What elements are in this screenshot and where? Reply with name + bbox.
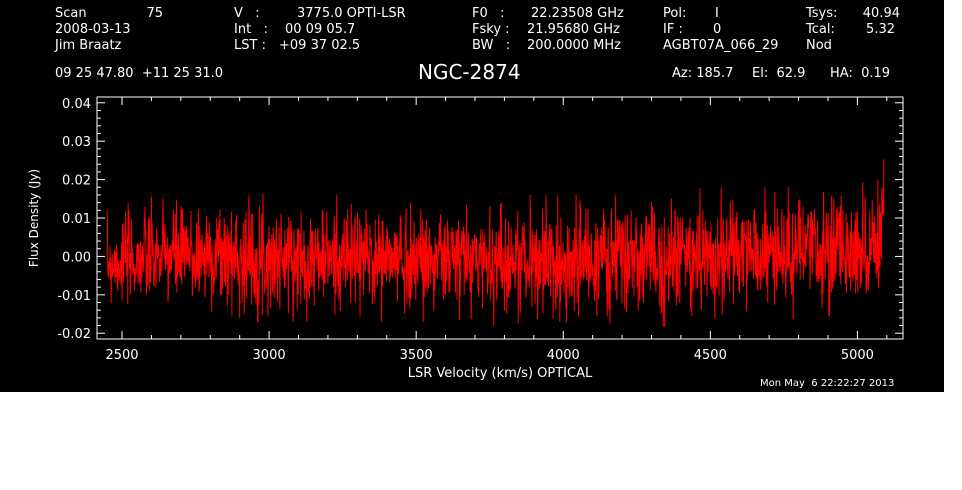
- x-tick-label: 3500: [400, 348, 433, 363]
- tcal-label: Tcal:: [806, 22, 835, 37]
- spectrum-display-panel: Scan 75 2008-03-13 Jim Braatz V : 3775.0…: [0, 0, 944, 392]
- polarization-value: I: [715, 6, 719, 21]
- velocity-value: 3775.0 OPTI-LSR: [297, 6, 406, 21]
- y-tick-label: 0.01: [62, 212, 91, 227]
- scan-label: Scan: [55, 6, 87, 21]
- spectrum-chart: 2500 3000 3500 4000 4500 5000 -0.02 -0.01 0.00 0.…: [27, 96, 904, 381]
- polarization-label: Pol:: [663, 6, 687, 21]
- source-coordinates: 09 25 47.80 +11 25 31.0: [55, 66, 224, 81]
- hour-angle: HA: 0.19: [830, 66, 891, 81]
- y-tick-label: 0.00: [62, 250, 91, 265]
- axes-group: 2500 3000 3500 4000 4500 5000 -0.02 -0.01 0.00 0.…: [57, 97, 903, 363]
- bandwidth-label: BW :: [472, 38, 511, 53]
- spectrum-trace-group: [106, 159, 885, 327]
- observer-name: Jim Braatz: [55, 38, 122, 53]
- lst-value: +09 37 02.5: [279, 38, 361, 53]
- x-tick-label: 4000: [547, 348, 580, 363]
- sky-frequency-label: Fsky :: [472, 22, 510, 37]
- elevation: El: 62.9: [752, 66, 806, 81]
- y-tick-label: -0.01: [57, 289, 91, 304]
- tcal-value: 5.32: [866, 22, 895, 37]
- source-name: NGC-2874: [418, 60, 521, 84]
- project-id: AGBT07A_066_29: [663, 38, 779, 53]
- integration-value: 00 09 05.7: [285, 22, 356, 37]
- procedure-name: Nod: [806, 38, 832, 53]
- if-value: 0: [713, 22, 722, 37]
- y-tick-label: 0.04: [62, 97, 91, 112]
- observation-date: 2008-03-13: [55, 22, 131, 37]
- x-tick-label: 4500: [694, 348, 727, 363]
- tsys-value: 40.94: [862, 6, 900, 21]
- plot-timestamp: Mon May 6 22:22:27 2013: [760, 378, 895, 389]
- x-axis-label: LSR Velocity (km/s) OPTICAL: [408, 366, 593, 381]
- y-tick-label: 0.03: [62, 135, 91, 150]
- integration-label: Int :: [234, 22, 268, 37]
- tsys-label: Tsys:: [806, 6, 838, 21]
- rest-frequency-value: 22.23508 GHz: [531, 6, 624, 21]
- spectrum-line: [106, 159, 885, 327]
- velocity-label: V :: [234, 6, 260, 21]
- x-tick-label: 2500: [105, 348, 138, 363]
- azimuth: Az: 185.7: [672, 66, 734, 81]
- y-tick-label: 0.02: [62, 174, 91, 189]
- x-tick-label: 5000: [841, 348, 874, 363]
- bandwidth-value: 200.0000 MHz: [527, 38, 621, 53]
- y-axis-label: Flux Density (Jy): [27, 169, 41, 267]
- scan-number: 75: [146, 6, 163, 21]
- lst-label: LST :: [234, 38, 266, 53]
- x-tick-label: 3000: [253, 348, 286, 363]
- sky-frequency-value: 21.95680 GHz: [527, 22, 620, 37]
- if-label: IF :: [663, 22, 683, 37]
- rest-frequency-label: F0 :: [472, 6, 505, 21]
- y-tick-label: -0.02: [57, 327, 91, 342]
